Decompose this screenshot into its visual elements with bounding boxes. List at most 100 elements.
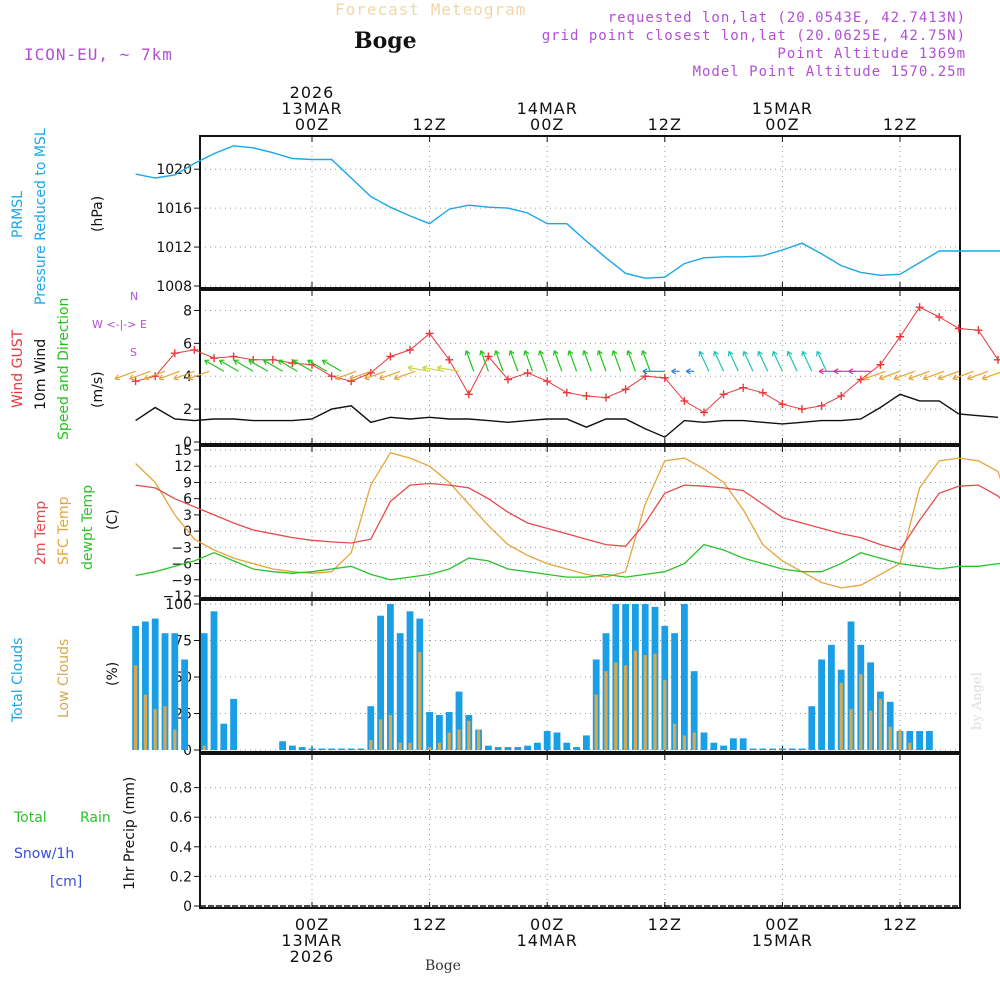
y-tick-label: 1020 [156,162,192,178]
wind-arrow-head [757,350,763,357]
wind-arrow [394,370,416,380]
low-cloud-bar [408,742,412,750]
wind-arrow [952,370,974,380]
total-cloud-bar [573,747,580,750]
total-cloud-bar [886,701,894,750]
panel-frame [199,289,961,445]
compass-s: S [130,346,137,359]
wind-arrow [816,351,828,372]
wind-arrow-head [523,350,530,356]
rain-label: Rain [80,810,111,826]
wind-arrow [757,351,769,372]
gust-marker [425,329,434,338]
gust-marker [229,352,238,361]
total-cloud-bar [514,747,522,750]
gust-marker [954,324,963,333]
gust-marker [131,377,140,386]
gust-marker [739,383,748,392]
total-cloud-bar [730,738,737,750]
point-altitude: Point Altitude 1369m [777,46,966,62]
low-cloud-bar [839,682,843,750]
y-tick-label: 75 [174,634,192,650]
total-cloud-bar [543,731,551,750]
wind-arrow-head [833,368,839,375]
total-cloud-bar [151,618,159,750]
wind-arrow [158,370,180,380]
gust-marker [758,388,767,397]
total-cloud-bar [524,745,531,750]
wind-arrow [248,359,269,372]
total-cloud-bar [181,659,188,750]
total-cloud-bar [328,748,335,750]
gust-marker [602,393,610,402]
y-tick-label: 0.8 [170,781,192,797]
low-cloud-bar [477,729,481,750]
total-cloud-bar [142,621,149,750]
wind-arrow-head [407,365,413,372]
wind-arrow-head [292,359,298,365]
wind-arrow-head [816,350,822,357]
y-tick-label: 0 [183,743,192,759]
low-cloud-bar [428,747,432,750]
wind-arrow [277,359,298,372]
wind-arrow-head [937,374,944,381]
gust-marker [660,373,669,382]
wind-arrow-head [908,374,914,381]
total-cloud-bar [769,748,776,750]
wind-arrow [524,350,534,372]
low-cloud-bar [398,742,402,750]
wind-arrow [568,350,578,372]
y-tick-label: 6 [183,336,192,352]
total-cloud-bar [338,748,345,750]
total-cloud-bar [583,735,590,750]
gust-marker [680,396,689,405]
low-cloud-bar [202,745,206,750]
low-cloud-bar [457,729,461,750]
sfc-temp-line [135,451,1000,589]
wind-arrow [967,370,989,380]
low-cloud-bar [673,723,677,750]
gust-marker [190,345,199,354]
gust-marker [327,372,336,381]
total-cloud-bar [494,747,502,750]
wind-arrow [263,359,283,372]
y-tick-label: 0.4 [170,840,192,856]
low-cloud-bar [633,650,637,750]
wind-arrow [322,359,342,372]
y-tick-label: 1012 [156,240,192,256]
y-tick-label: 0 [183,435,192,451]
wind-arrow-head [218,359,225,365]
total-cloud-bar [485,745,492,750]
wind-arrow-head [582,350,589,356]
total-cloud-bar [200,633,208,750]
gust-marker [817,401,826,410]
y-tick-label: 9 [183,475,192,491]
top-time-label: 00Z [765,115,799,134]
total-cloud-bar [788,748,796,750]
total-cloud-bar [387,604,394,750]
wind-arrow-head [786,350,793,357]
wind-arrow-head [771,350,778,357]
y-tick-label: 0 [183,899,192,915]
gust-marker [876,360,885,369]
wind-arrow [627,350,636,372]
low-cloud-bar [134,665,138,750]
low-cloud-bar [869,710,873,750]
wind-arrow [864,370,886,380]
bottom-time-label: 00Z [530,915,564,934]
wind-arrow-head [922,374,929,381]
total-cloud-bar [289,745,296,750]
gust-marker [523,368,532,377]
bottom-time-label: 15MAR [752,931,813,950]
low-cloud-bar [418,652,422,750]
total-cloud-bar [779,748,786,750]
y-tick-label: 3 [183,508,192,524]
wind-arrow-head [422,365,428,372]
wind-arrow [713,351,725,372]
low-cloud-bar [849,709,853,750]
total-cloud-bar [671,633,678,750]
total-cloud-bar [504,747,512,750]
wind-arrow-head [321,359,328,365]
wind-arrow [465,350,475,372]
top-time-label: 00Z [530,115,564,134]
